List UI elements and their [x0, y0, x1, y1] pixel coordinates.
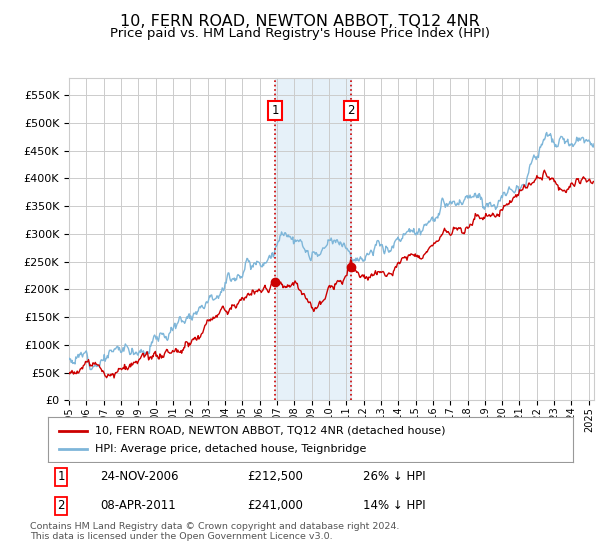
Text: Price paid vs. HM Land Registry's House Price Index (HPI): Price paid vs. HM Land Registry's House …	[110, 27, 490, 40]
Text: 10, FERN ROAD, NEWTON ABBOT, TQ12 4NR (detached house): 10, FERN ROAD, NEWTON ABBOT, TQ12 4NR (d…	[95, 426, 446, 436]
Text: 24-NOV-2006: 24-NOV-2006	[101, 470, 179, 483]
Text: Contains HM Land Registry data © Crown copyright and database right 2024.
This d: Contains HM Land Registry data © Crown c…	[30, 522, 400, 542]
Text: 2: 2	[58, 500, 65, 512]
Text: 10, FERN ROAD, NEWTON ABBOT, TQ12 4NR: 10, FERN ROAD, NEWTON ABBOT, TQ12 4NR	[120, 14, 480, 29]
Text: 26% ↓ HPI: 26% ↓ HPI	[363, 470, 425, 483]
Text: 2: 2	[347, 104, 355, 117]
Text: £212,500: £212,500	[248, 470, 304, 483]
Text: HPI: Average price, detached house, Teignbridge: HPI: Average price, detached house, Teig…	[95, 445, 367, 455]
Text: 08-APR-2011: 08-APR-2011	[101, 500, 176, 512]
Bar	[275, 78, 351, 400]
Text: 1: 1	[271, 104, 279, 117]
Text: 14% ↓ HPI: 14% ↓ HPI	[363, 500, 425, 512]
Text: £241,000: £241,000	[248, 500, 304, 512]
Text: 1: 1	[58, 470, 65, 483]
